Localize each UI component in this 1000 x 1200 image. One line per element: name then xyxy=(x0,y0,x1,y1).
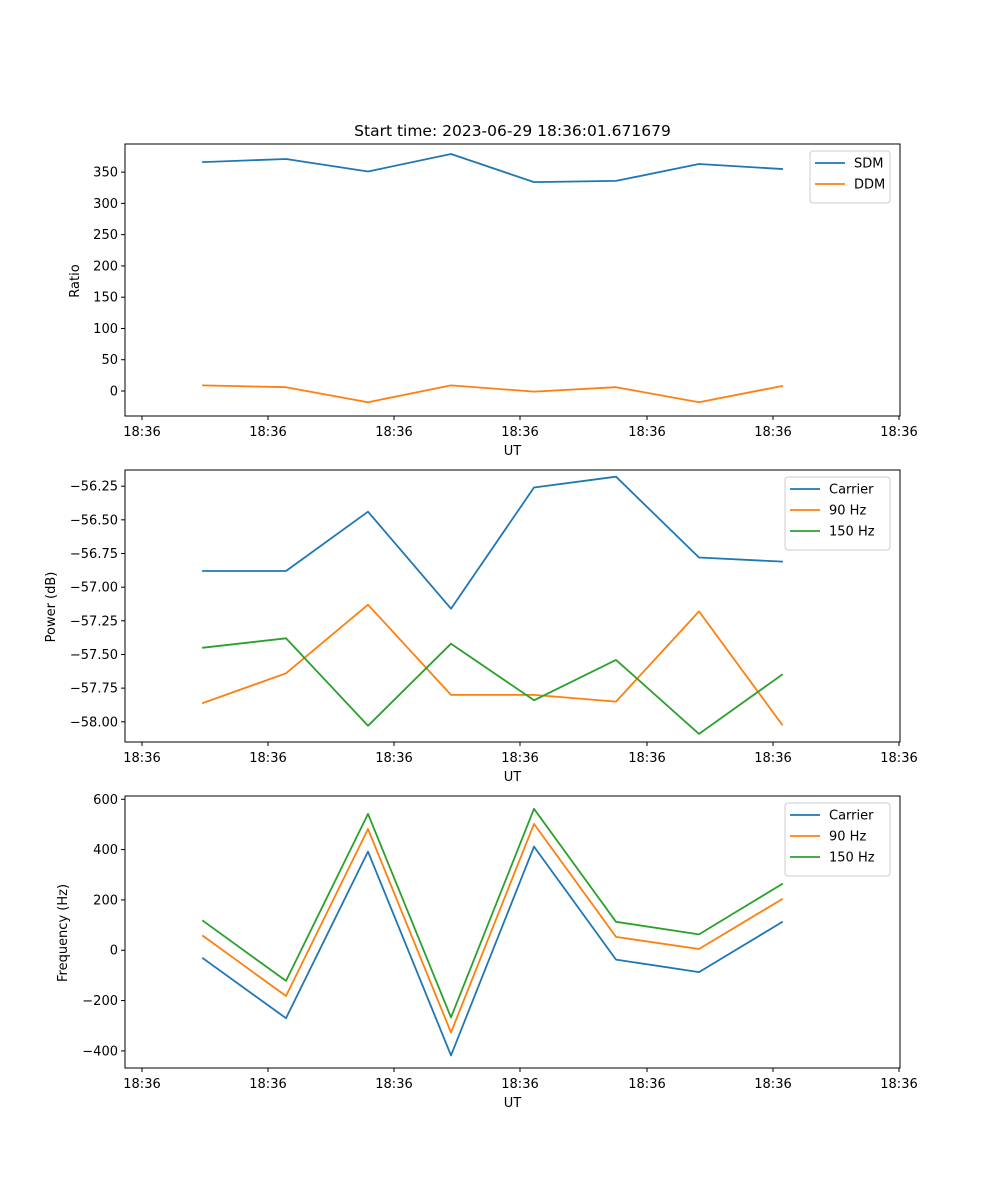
x-tick-label: 18:36 xyxy=(501,1077,538,1092)
x-axis-label: UT xyxy=(504,770,522,785)
series-line-90-hz xyxy=(201,823,784,1034)
x-tick-label: 18:36 xyxy=(123,1077,160,1092)
x-tick-label: 18:36 xyxy=(249,1077,286,1092)
y-tick-label: 50 xyxy=(101,353,118,368)
x-tick-label: 18:36 xyxy=(123,751,160,766)
x-tick-label: 18:36 xyxy=(628,425,665,440)
x-tick-label: 18:36 xyxy=(375,1077,412,1092)
y-tick-label: −400 xyxy=(82,1044,118,1059)
y-tick-label: −57.00 xyxy=(70,581,118,596)
y-tick-label: −58.00 xyxy=(70,715,118,730)
legend-label-carrier: Carrier xyxy=(829,483,874,498)
x-tick-label: 18:36 xyxy=(628,1077,665,1092)
x-tick-label: 18:36 xyxy=(501,751,538,766)
series-line-150-hz xyxy=(201,807,784,1019)
legend-label-90-hz: 90 Hz xyxy=(829,504,866,519)
y-tick-label: 300 xyxy=(93,197,118,212)
x-tick-label: 18:36 xyxy=(249,751,286,766)
y-tick-label: 150 xyxy=(93,291,118,306)
y-axis-label: Frequency (Hz) xyxy=(56,884,71,982)
legend-label-150-hz: 150 Hz xyxy=(829,525,875,540)
y-tick-label: −200 xyxy=(82,994,118,1009)
y-tick-label: 200 xyxy=(93,893,118,908)
series-line-90-hz xyxy=(201,603,784,726)
x-axis-ticks: 18:36 18:36 18:36 18:36 18:36 18:36 18:36 xyxy=(123,416,918,440)
y-axis-ticks: −400 −200 0 200 400 600 xyxy=(82,793,125,1059)
chart-title: Start time: 2023-06-29 18:36:01.671679 xyxy=(354,122,671,140)
x-tick-label: 18:36 xyxy=(123,425,160,440)
x-axis-label: UT xyxy=(504,1096,522,1111)
y-tick-label: 400 xyxy=(93,843,118,858)
y-tick-label: −56.75 xyxy=(70,547,118,562)
y-axis-ticks: 0 50 100 150 200 250 300 350 xyxy=(93,166,125,399)
y-tick-label: 250 xyxy=(93,228,118,243)
series-line-carrier xyxy=(201,845,784,1057)
x-tick-label: 18:36 xyxy=(754,1077,791,1092)
y-axis-ticks: −58.00 −57.75 −57.50 −57.25 −57.00 −56.75 −56.… xyxy=(70,480,125,730)
series-lines xyxy=(201,807,784,1057)
x-tick-label: 18:36 xyxy=(628,751,665,766)
legend: Carrier 90 Hz 150 Hz xyxy=(784,476,891,551)
series-line-150-hz xyxy=(202,637,784,735)
y-tick-label: −57.25 xyxy=(70,614,118,629)
panel-power: −58.00 −57.75 −57.50 −57.25 −57.00 −56.75 −56.… xyxy=(44,469,918,785)
x-tick-label: 18:36 xyxy=(754,425,791,440)
y-tick-label: −56.25 xyxy=(70,480,118,495)
y-tick-label: 100 xyxy=(93,322,118,337)
axes-frame xyxy=(124,143,901,417)
y-tick-label: 200 xyxy=(93,259,118,274)
x-tick-label: 18:36 xyxy=(880,751,917,766)
y-tick-label: 600 xyxy=(93,793,118,808)
legend-label-carrier: Carrier xyxy=(829,809,874,824)
x-axis-ticks: 18:36 18:36 18:36 18:36 18:36 18:36 18:36 xyxy=(123,742,918,766)
axes-frame xyxy=(124,795,901,1069)
axes-frame xyxy=(124,469,901,743)
series-line-carrier xyxy=(202,475,783,610)
y-axis-label: Power (dB) xyxy=(44,572,59,643)
panel-ratio: Start time: 2023-06-29 18:36:01.671679 0… xyxy=(68,122,918,459)
legend-label-ddm: DDM xyxy=(854,178,885,193)
legend-label-90-hz: 90 Hz xyxy=(829,830,866,845)
legend: SDM DDM xyxy=(809,150,891,204)
x-tick-label: 18:36 xyxy=(375,751,412,766)
legend-label-150-hz: 150 Hz xyxy=(829,851,875,866)
x-tick-label: 18:36 xyxy=(754,751,791,766)
x-axis-label: UT xyxy=(504,444,522,459)
series-lines xyxy=(202,153,784,404)
legend-label-sdm: SDM xyxy=(854,157,883,172)
series-line-ddm xyxy=(202,384,784,404)
legend: Carrier 90 Hz 150 Hz xyxy=(784,802,891,877)
x-tick-label: 18:36 xyxy=(880,425,917,440)
series-line-sdm xyxy=(202,153,783,184)
x-tick-label: 18:36 xyxy=(880,1077,917,1092)
y-tick-label: 0 xyxy=(110,944,118,959)
y-tick-label: 350 xyxy=(93,166,118,181)
y-axis-label: Ratio xyxy=(68,264,83,297)
series-lines xyxy=(201,475,784,735)
x-axis-ticks: 18:36 18:36 18:36 18:36 18:36 18:36 18:36 xyxy=(123,1068,918,1092)
x-tick-label: 18:36 xyxy=(375,425,412,440)
y-tick-label: −57.50 xyxy=(70,648,118,663)
legend-box xyxy=(809,150,891,204)
y-tick-label: 0 xyxy=(110,384,118,399)
x-tick-label: 18:36 xyxy=(249,425,286,440)
x-tick-label: 18:36 xyxy=(501,425,538,440)
y-tick-label: −56.50 xyxy=(70,513,118,528)
y-tick-label: −57.75 xyxy=(70,682,118,697)
